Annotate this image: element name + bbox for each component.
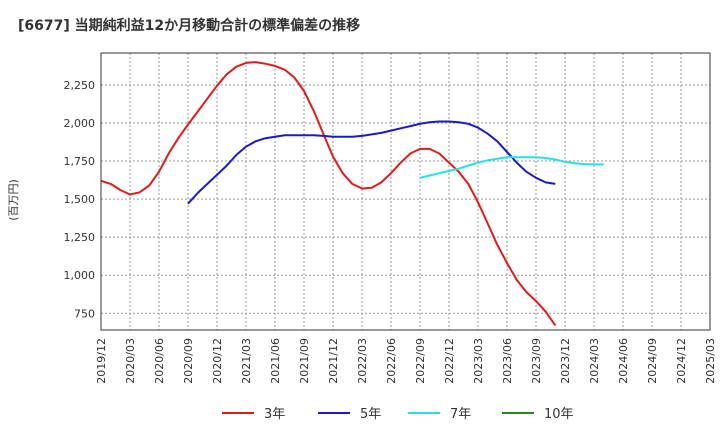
- x-tick-label: 2024/09: [646, 338, 659, 384]
- legend-label: 5年: [360, 407, 381, 422]
- y-tick-label: 1,250: [64, 231, 96, 244]
- y-axis-label: (百万円): [7, 179, 20, 221]
- series-line-7年: [419, 156, 604, 179]
- x-tick-label: 2020/09: [182, 338, 195, 384]
- x-tick-label: 2024/12: [675, 338, 688, 384]
- x-tick-label: 2024/06: [617, 338, 630, 384]
- y-tick-label: 1,750: [64, 155, 96, 168]
- x-tick-label: 2021/06: [269, 338, 282, 384]
- plot-frame: [100, 52, 711, 331]
- x-tick-label: 2022/09: [414, 338, 427, 384]
- y-tick-label: 2,250: [64, 79, 96, 92]
- series-layer: [100, 61, 604, 326]
- x-tick-label: 2022/03: [356, 338, 369, 384]
- y-tick-label: 2,000: [64, 117, 96, 130]
- chart-title: [6677] 当期純利益12か月移動合計の標準偏差の推移: [18, 17, 360, 34]
- x-tick-label: 2023/03: [472, 338, 485, 384]
- x-tick-label: 2021/12: [327, 338, 340, 384]
- x-tick-label: 2019/12: [95, 338, 108, 384]
- legend-label: 7年: [450, 407, 471, 422]
- series-line-5年: [187, 120, 556, 205]
- x-tick-label: 2025/03: [704, 338, 717, 384]
- x-tick-label: 2020/03: [124, 338, 137, 384]
- x-tick-label: 2024/03: [588, 338, 601, 384]
- x-tick-label: 2023/12: [559, 338, 572, 384]
- grid-layer: [101, 53, 710, 330]
- y-tick-label: 1,000: [64, 269, 96, 282]
- legend-label: 3年: [264, 407, 285, 422]
- legend: 3年 5年 7年 10年: [222, 407, 574, 422]
- x-tick-label: 2020/06: [153, 338, 166, 384]
- axis-layer: 2019/12 2020/03 2020/06 2020/09 2020/12 2021/…: [64, 52, 717, 384]
- x-tick-label: 2022/12: [443, 338, 456, 384]
- x-tick-label: 2023/09: [530, 338, 543, 384]
- x-tick-label: 2022/06: [385, 338, 398, 384]
- legend-label: 10年: [544, 407, 574, 422]
- x-tick-label: 2020/12: [211, 338, 224, 384]
- y-tick-label: 750: [74, 307, 95, 320]
- x-tick-label: 2021/03: [240, 338, 253, 384]
- y-tick-label: 1,500: [64, 193, 96, 206]
- series-line-3年: [100, 61, 557, 326]
- x-tick-label: 2023/06: [501, 338, 514, 384]
- x-tick-label: 2021/09: [298, 338, 311, 384]
